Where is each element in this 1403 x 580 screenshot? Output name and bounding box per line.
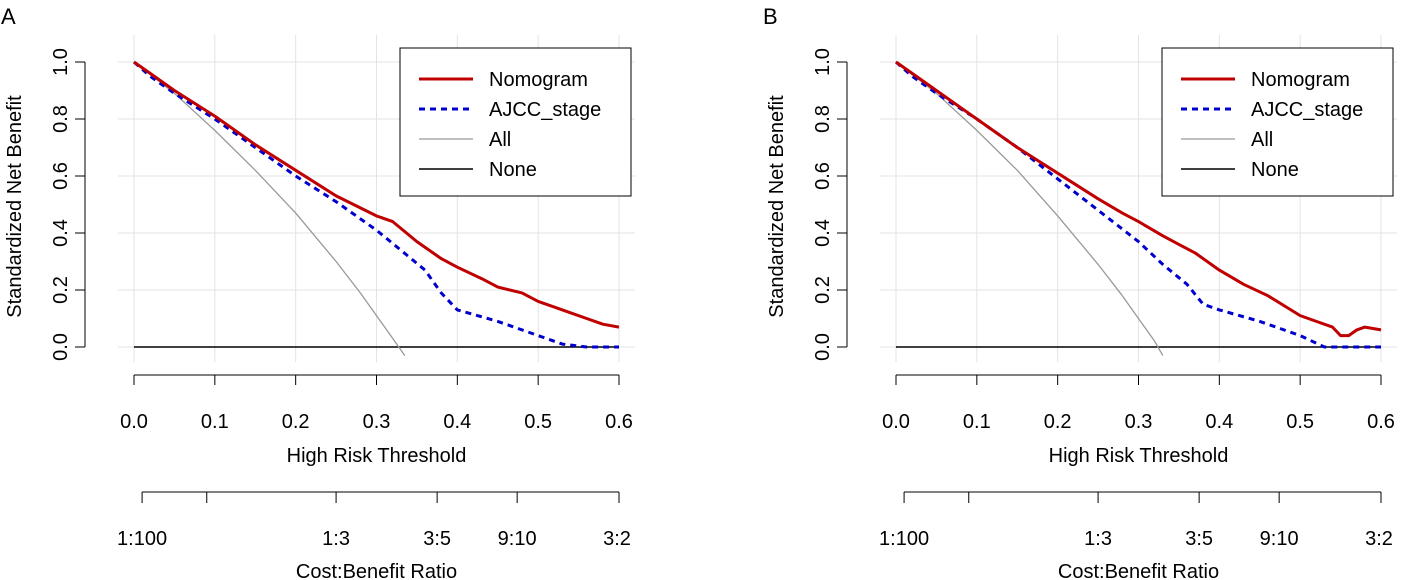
series-ajcc-stage-line (895, 60, 1381, 349)
cost-benefit-tick-label: 1:100 (117, 528, 167, 550)
panel-label: B (763, 4, 778, 29)
y-tick-label: 0.8 (50, 105, 72, 133)
panel-b: B 0.0 0.1 0.2 0.3 0.4 0.5 0.6 High Risk Threshol… (763, 4, 1397, 580)
legend-label: None (489, 159, 537, 181)
legend-label: All (489, 129, 511, 151)
legend-label: AJCC_stage (489, 99, 601, 121)
x-tick-label: 0.3 (1125, 411, 1153, 433)
y-axis-title: Standardized Net Benefit (766, 95, 788, 318)
y-tick-label: 0.0 (812, 333, 834, 361)
legend: Nomogram AJCC_stage All None (399, 47, 632, 197)
legend-box (399, 47, 632, 197)
cost-benefit-axis-title: Cost:Benefit Ratio (1058, 561, 1219, 580)
x-tick-label: 0.2 (282, 411, 310, 433)
y-tick-label: 0.0 (50, 333, 72, 361)
x-axis-title: High Risk Threshold (1049, 445, 1229, 467)
x-tick-label: 0.4 (443, 411, 471, 433)
cost-benefit-tick-label: 1:3 (1084, 528, 1112, 550)
y-tick-label: 1.0 (50, 48, 72, 76)
x-tick-label: 0.6 (1367, 411, 1395, 433)
y-tick-label: 0.6 (812, 162, 834, 190)
x-tick-label: 0.6 (605, 411, 633, 433)
x-tick-label: 0.3 (363, 411, 391, 433)
x-tick-label: 0.5 (1286, 411, 1314, 433)
legend-label: All (1251, 129, 1273, 151)
y-tick-label: 0.2 (812, 276, 834, 304)
x-tick-label: 0.1 (963, 411, 991, 433)
cost-benefit-tick-label: 1:3 (322, 528, 350, 550)
cost-benefit-tick-label: 3:2 (603, 528, 631, 550)
x-axis-title: High Risk Threshold (287, 445, 467, 467)
x-tick-label: 0.1 (201, 411, 229, 433)
cost-benefit-tick-label: 9:10 (1260, 528, 1299, 550)
y-tick-label: 1.0 (812, 48, 834, 76)
series-nomogram-line (133, 60, 620, 329)
legend-label: None (1251, 159, 1299, 181)
series-all-line (133, 61, 406, 356)
series-all-line (895, 61, 1164, 356)
y-axis-title: Standardized Net Benefit (4, 95, 26, 318)
cost-benefit-tick-label: 1:100 (879, 528, 929, 550)
y-tick-label: 0.2 (50, 276, 72, 304)
legend: Nomogram AJCC_stage All None (1161, 47, 1394, 197)
y-tick-label: 0.4 (812, 219, 834, 247)
cost-benefit-tick-label: 9:10 (498, 528, 537, 550)
x-tick-label: 0.2 (1044, 411, 1072, 433)
legend-label: Nomogram (1251, 69, 1350, 91)
x-tick-label: 0.0 (120, 411, 148, 433)
panel-label: A (1, 4, 16, 29)
x-tick-label: 0.5 (524, 411, 552, 433)
cost-benefit-tick-label: 3:2 (1365, 528, 1393, 550)
cost-benefit-tick-label: 3:5 (423, 528, 451, 550)
legend-label: AJCC_stage (1251, 99, 1363, 121)
legend-box (1161, 47, 1394, 197)
legend-label: Nomogram (489, 69, 588, 91)
y-tick-label: 0.8 (812, 105, 834, 133)
panel-a: A 0.0 0.1 0.2 0.3 0.4 0.5 0.6 High Risk Threshol… (1, 4, 635, 580)
series-nomogram-line (895, 60, 1382, 338)
y-tick-label: 0.6 (50, 162, 72, 190)
x-tick-label: 0.0 (882, 411, 910, 433)
cost-benefit-axis-title: Cost:Benefit Ratio (296, 561, 457, 580)
y-tick-label: 0.4 (50, 219, 72, 247)
x-tick-label: 0.4 (1205, 411, 1233, 433)
cost-benefit-tick-label: 3:5 (1185, 528, 1213, 550)
